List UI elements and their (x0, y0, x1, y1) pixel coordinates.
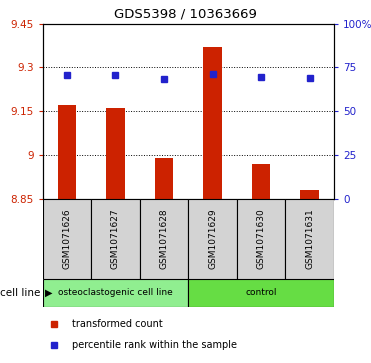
Bar (43, 279, 188, 307)
Bar (252, 164, 270, 199)
Text: GDS5398 / 10363669: GDS5398 / 10363669 (114, 7, 257, 20)
Bar (58, 105, 76, 199)
Text: GSM1071627: GSM1071627 (111, 208, 120, 269)
Text: GSM1071631: GSM1071631 (305, 208, 314, 269)
Text: GSM1071628: GSM1071628 (160, 208, 168, 269)
Bar (203, 47, 222, 199)
Bar (91, 199, 140, 279)
Text: control: control (245, 288, 277, 297)
Text: GSM1071626: GSM1071626 (62, 208, 72, 269)
Bar (155, 158, 173, 199)
Text: GSM1071629: GSM1071629 (208, 208, 217, 269)
Bar (237, 199, 285, 279)
Text: osteoclastogenic cell line: osteoclastogenic cell line (58, 288, 173, 297)
Bar (285, 199, 334, 279)
Bar (140, 199, 188, 279)
Bar (301, 190, 319, 199)
Bar (106, 108, 125, 199)
Bar (188, 279, 334, 307)
Text: cell line: cell line (0, 288, 41, 298)
Bar (188, 199, 237, 279)
Text: transformed count: transformed count (72, 319, 162, 329)
Bar (43, 199, 91, 279)
Text: percentile rank within the sample: percentile rank within the sample (72, 340, 237, 350)
Text: ▶: ▶ (45, 288, 52, 298)
Text: GSM1071630: GSM1071630 (257, 208, 266, 269)
